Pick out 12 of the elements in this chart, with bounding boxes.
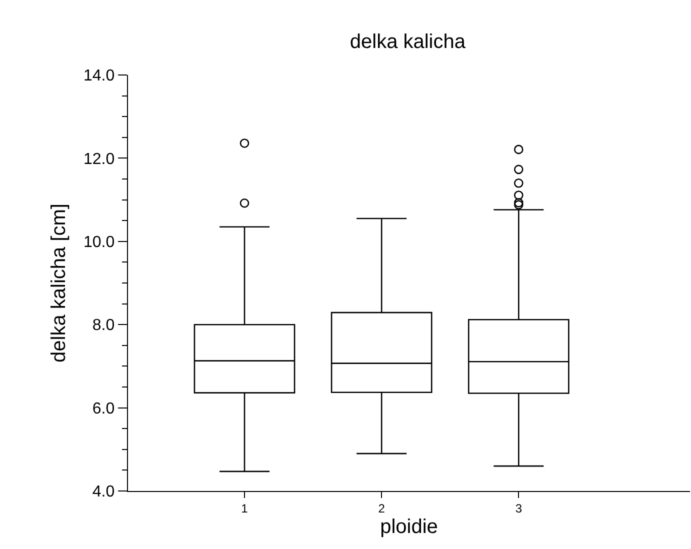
- x-tick-label: 2: [378, 502, 386, 516]
- y-tick-label: 12.0: [84, 150, 115, 168]
- x-tick-label: 1: [241, 502, 248, 516]
- y-axis-title: delka kalicha [cm]: [48, 204, 70, 362]
- y-tick-label: 14.0: [84, 68, 115, 85]
- y-tick-label: 6.0: [92, 400, 115, 418]
- x-tick-label: 3: [515, 502, 522, 516]
- y-tick-label: 4.0: [92, 484, 115, 501]
- y-tick-label: 8.0: [92, 317, 115, 334]
- x-axis-title: ploidie: [380, 516, 438, 538]
- chart-title: delka kalicha: [350, 31, 466, 54]
- y-tick-label: 10.0: [84, 234, 115, 251]
